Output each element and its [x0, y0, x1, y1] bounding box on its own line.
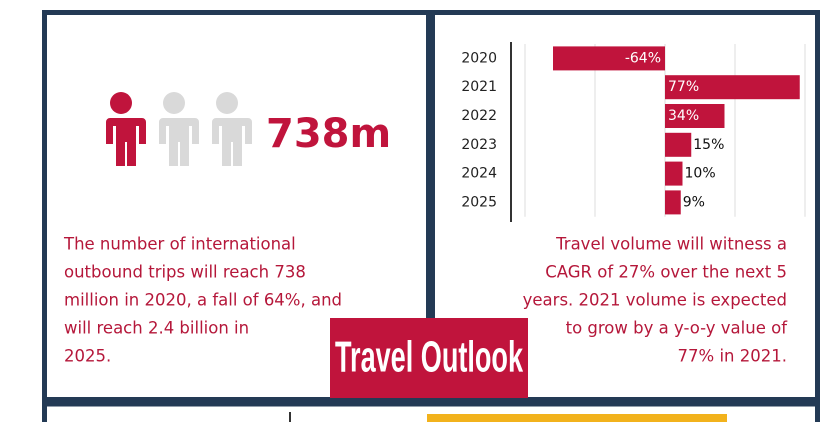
banner-title: Travel Outlook: [335, 333, 523, 382]
right-caption-line: 77% in 2021.: [678, 347, 787, 366]
left-caption-line: outbound trips will reach 738: [64, 263, 306, 282]
value-label: -64%: [625, 50, 661, 66]
value-label: 77%: [668, 79, 699, 95]
bar: [665, 132, 692, 157]
y-tick-label: 2024: [461, 166, 497, 182]
y-tick-label: 2021: [461, 79, 497, 95]
y-tick-label: 2020: [461, 50, 497, 66]
y-tick-label: 2023: [461, 137, 497, 153]
y-tick-label: 2022: [461, 108, 497, 124]
left-panel: [42, 10, 431, 402]
left-caption-line: The number of international: [63, 235, 296, 254]
value-label: 34%: [668, 108, 699, 124]
right-caption-line: to grow by a y-o-y value of: [566, 319, 789, 338]
right-panel: [430, 10, 820, 402]
bar: [665, 161, 683, 186]
bar: [665, 190, 681, 215]
stat: 738m: [266, 111, 391, 157]
left-caption-line: will reach 2.4 billion in: [64, 319, 249, 338]
value-label: 15%: [693, 137, 724, 153]
bottom-decoration: [427, 414, 727, 422]
person-gray: [153, 92, 252, 166]
value-label: 9%: [683, 194, 705, 210]
people-icon: [100, 92, 252, 166]
bar: [665, 104, 725, 128]
y-tick-label: 2025: [461, 194, 497, 210]
value-label: 10%: [685, 166, 716, 182]
right-caption-line: CAGR of 27% over the next 5: [545, 263, 787, 282]
bar: [665, 75, 800, 100]
right-caption-line: years. 2021 volume is expected: [523, 291, 787, 310]
left-caption-line: 2025.: [64, 347, 111, 366]
bottom-panel: [42, 401, 820, 422]
banner-box: [330, 318, 528, 398]
left-caption-line: million in 2020, a fall of 64%, and: [64, 291, 342, 310]
person-highlight: [100, 92, 146, 166]
right-caption-line: Travel volume will witness a: [555, 235, 787, 254]
bar: [553, 46, 665, 71]
